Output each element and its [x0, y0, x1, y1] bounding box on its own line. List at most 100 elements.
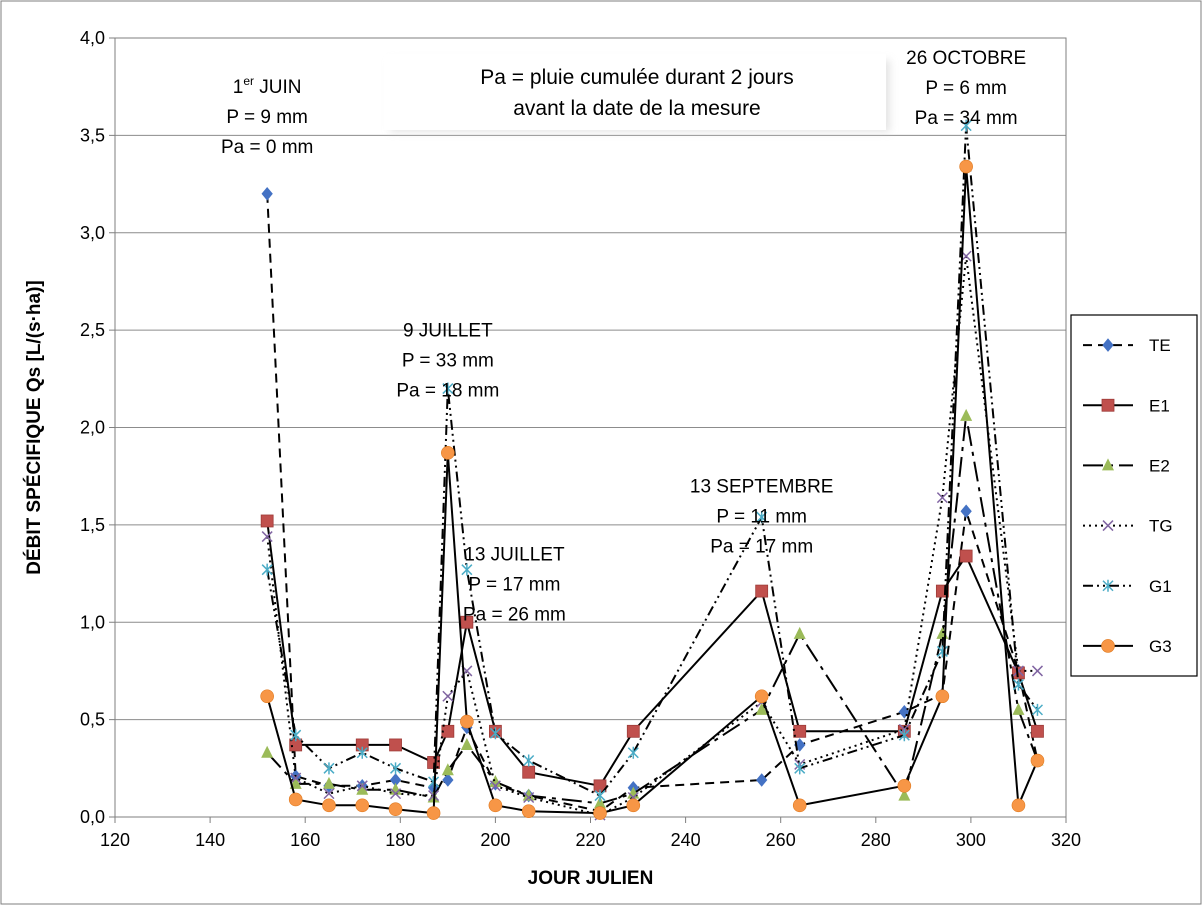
legend: TE E1 E2 TG G1 G3: [1070, 314, 1198, 677]
data-point-g3: [441, 446, 455, 460]
x-tick-label: 300: [956, 830, 986, 850]
data-point-g1: [898, 729, 910, 742]
data-point-e2: [489, 774, 502, 787]
data-point-e1: [1031, 724, 1044, 738]
annotation-line: 13 JUILLET: [464, 545, 565, 566]
legend-marker-g1: [1102, 579, 1114, 592]
x-tick-label: 140: [195, 830, 225, 850]
data-point-g3: [754, 689, 769, 704]
x-axis-title: JOUR JULIEN: [528, 868, 654, 889]
data-point-e2: [322, 776, 335, 789]
annotation-line: P = 9 mm: [226, 107, 307, 128]
annotation-line: 9 JUILLET: [403, 321, 493, 342]
annotation-line: 26 OCTOBRE: [906, 48, 1026, 69]
annotation-line: P = 11 mm: [716, 506, 807, 527]
data-point-e2: [793, 626, 806, 639]
y-tick-label: 1,0: [80, 612, 105, 632]
annotation-line: Pa = 0 mm: [221, 137, 313, 158]
legend-marker-e1: [1101, 398, 1115, 412]
note-line: Pa = pluie cumulée durant 2 jours: [480, 66, 793, 89]
data-point-tg: [1012, 665, 1024, 677]
data-point-g3: [593, 806, 607, 820]
data-point-g1: [461, 563, 473, 576]
x-tick-label: 160: [290, 830, 320, 850]
annotation-line: Pa = 17 mm: [710, 536, 813, 557]
x-tick-label: 180: [385, 830, 415, 850]
data-point-e1: [755, 584, 769, 598]
legend-label: G3: [1149, 637, 1172, 656]
annotation-line: Pa = 34 mm: [915, 108, 1018, 129]
data-point-g3: [322, 798, 336, 813]
annotation-line: 13 SEPTEMBRE: [690, 476, 834, 497]
data-point-e2: [755, 702, 768, 715]
data-point-e1: [389, 738, 402, 752]
data-point-e1: [260, 514, 274, 528]
note-box: [384, 54, 886, 130]
event-annotations: 1er JUIN P = 9 mm Pa = 0 mm 9 JUILLET P = 33…: [221, 48, 1026, 626]
series-g1: [261, 119, 1044, 802]
annotation-line: Pa = 18 mm: [396, 381, 499, 402]
data-point-tg: [323, 788, 335, 800]
data-point-g1: [390, 762, 402, 775]
data-point-g3: [460, 714, 474, 729]
legend-label: TE: [1149, 336, 1171, 355]
legend-label: G1: [1149, 577, 1172, 596]
data-point-e1: [959, 549, 973, 563]
data-point-e2: [960, 408, 973, 421]
data-point-e2: [460, 737, 473, 750]
y-tick-label: 0,0: [80, 807, 105, 827]
series-g3: [260, 159, 1045, 820]
data-point-g1: [428, 775, 440, 788]
plot-area-border: [114, 37, 1067, 818]
data-point-g1: [1031, 703, 1044, 716]
data-point-e2: [389, 782, 402, 795]
data-point-te: [261, 187, 273, 201]
data-point-g1: [756, 511, 768, 524]
data-point-g1: [261, 563, 273, 576]
data-point-e1: [793, 724, 807, 738]
annotation-line: Pa = 26 mm: [463, 605, 566, 626]
y-tick-label: 2,0: [80, 418, 105, 438]
rain-note: Pa = pluie cumulée durant 2 jours avant l…: [384, 54, 890, 132]
x-tick-label: 220: [575, 830, 605, 850]
data-point-e2: [356, 782, 369, 795]
data-point-g3: [388, 802, 403, 817]
data-point-g3: [935, 689, 950, 704]
y-tick-label: 4,0: [80, 28, 105, 48]
annotation-line: 1er JUIN: [233, 74, 302, 98]
x-tick-label: 320: [1051, 830, 1081, 850]
data-point-tg: [442, 690, 454, 702]
annotation-line: P = 33 mm: [402, 351, 494, 372]
annotation-line: P = 6 mm: [925, 78, 1006, 99]
data-point-e1: [460, 615, 474, 629]
legend-label: E2: [1149, 456, 1170, 475]
data-point-tg: [390, 788, 402, 800]
y-tick-label: 3,5: [80, 125, 105, 145]
x-tick-label: 260: [766, 830, 796, 850]
data-point-e2: [261, 745, 274, 758]
data-point-g3: [626, 798, 641, 813]
data-point-tg: [261, 531, 273, 543]
data-point-g3: [260, 689, 274, 704]
annotation-line: P = 17 mm: [468, 575, 560, 596]
data-point-te: [442, 773, 454, 787]
data-point-e2: [441, 763, 454, 776]
data-point-e1: [522, 765, 536, 779]
data-point-g3: [488, 798, 503, 813]
axes: 0,0 0,5 1,0 1,5 2,0 2,5 3,0 3,5 4,0 120 140 160 180 2…: [80, 28, 1081, 850]
data-point-tg: [1031, 665, 1044, 677]
legend-marker-tg: [1102, 520, 1114, 532]
data-point-g3: [426, 806, 441, 820]
data-point-te: [960, 504, 972, 519]
data-point-tg: [290, 772, 302, 784]
legend-label: TG: [1149, 517, 1173, 536]
data-point-g1: [523, 754, 535, 767]
series-layer: [260, 119, 1045, 821]
x-tick-label: 200: [480, 830, 510, 850]
data-point-g3: [288, 792, 303, 807]
data-point-g1: [794, 762, 806, 775]
x-tick-label: 280: [861, 830, 891, 850]
y-tick-label: 3,0: [80, 223, 105, 243]
